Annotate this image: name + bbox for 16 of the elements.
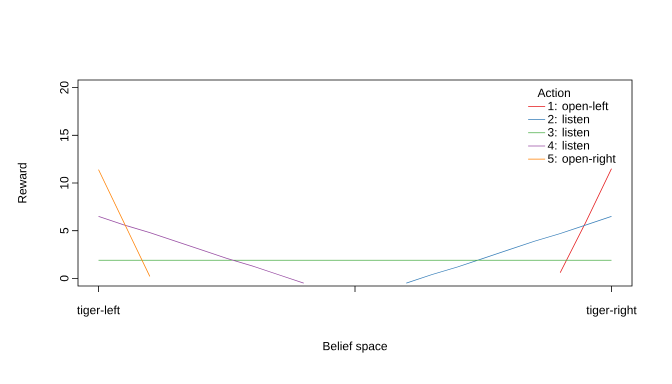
legend-label: 3: listen: [548, 128, 590, 136]
y-tick-label: 10: [60, 176, 68, 189]
legend-label: 1: open-left: [548, 101, 608, 113]
line-series: [406, 216, 612, 284]
y-tick-label: 5: [60, 228, 68, 234]
legend-label: 2: listen: [548, 114, 590, 124]
x-tick-label: tiger-right: [586, 306, 637, 317]
legend-label: 4: listen: [548, 140, 590, 150]
legend-label: 5: open-right: [548, 154, 616, 166]
legend-title: Action: [538, 88, 570, 98]
x-tick-label: tiger-left: [77, 306, 120, 317]
x-axis-title: Belief space: [323, 342, 388, 353]
y-tick-label: 15: [60, 129, 68, 142]
y-tick-label: 0: [60, 276, 68, 282]
y-axis-title: Reward: [18, 163, 26, 203]
y-tick-label: 20: [60, 81, 68, 94]
